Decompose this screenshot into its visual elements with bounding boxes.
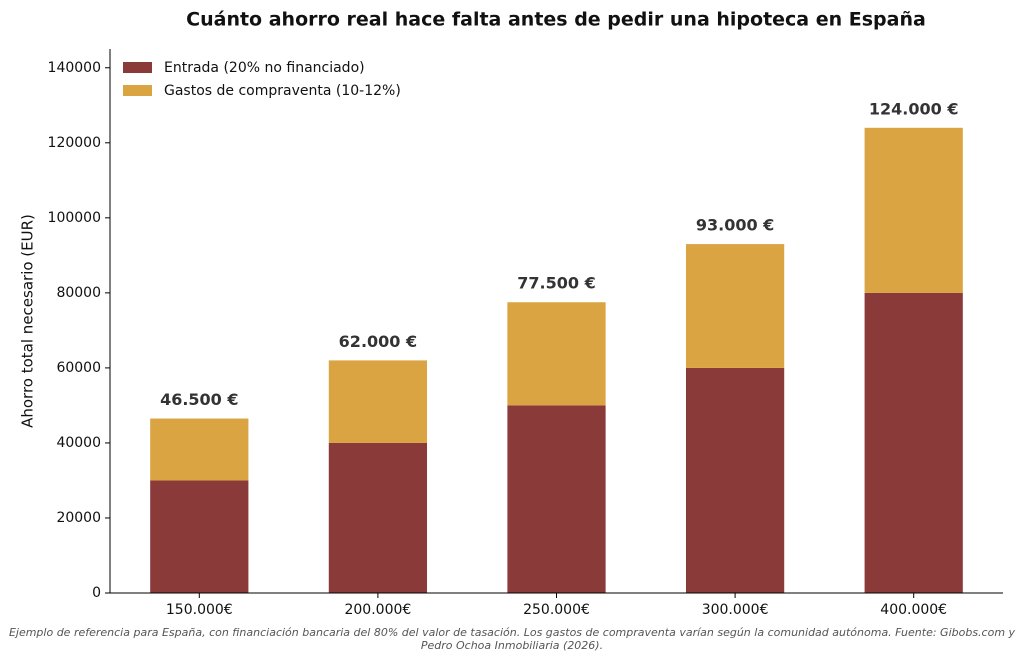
y-tick-label: 0 <box>92 585 101 601</box>
bar-segment <box>507 405 606 593</box>
x-tick-label: 150.000€ <box>166 602 233 618</box>
x-tick-label: 300.000€ <box>702 602 769 618</box>
total-label: 46.500 € <box>160 390 238 409</box>
bar-segment <box>150 418 249 481</box>
y-tick-label: 20000 <box>56 510 101 526</box>
x-tick-label: 200.000€ <box>344 602 411 618</box>
legend-swatch <box>123 62 152 73</box>
bar-segment <box>328 360 428 443</box>
legend-label: Entrada (20% no financiado) <box>164 60 365 76</box>
bar-segment <box>685 244 785 368</box>
legend-label: Gastos de compraventa (10-12%) <box>164 83 401 99</box>
y-tick-label: 100000 <box>48 210 101 226</box>
total-label: 77.500 € <box>517 274 595 293</box>
y-tick-label: 40000 <box>56 435 101 451</box>
total-label: 124.000 € <box>869 99 959 118</box>
bar-segment <box>507 302 606 406</box>
chart-title: Cuánto ahorro real hace falta antes de p… <box>186 9 926 31</box>
bar-segment <box>150 480 249 593</box>
bar-segment <box>864 292 963 593</box>
y-axis-label: Ahorro total necesario (EUR) <box>19 214 37 428</box>
y-tick-label: 60000 <box>56 360 101 376</box>
footnote: Ejemplo de referencia para España, con f… <box>8 626 1016 652</box>
legend-swatch <box>123 85 152 96</box>
x-tick-label: 250.000€ <box>523 602 590 618</box>
total-label: 93.000 € <box>696 216 774 235</box>
bar-segment <box>685 367 785 593</box>
total-label: 62.000 € <box>339 332 417 351</box>
x-tick-label: 400.000€ <box>880 602 947 618</box>
bar-segment <box>864 127 963 293</box>
y-tick-label: 80000 <box>56 285 101 301</box>
y-tick-label: 120000 <box>48 135 101 151</box>
bar-segment <box>328 442 428 593</box>
y-tick-label: 140000 <box>48 60 101 76</box>
